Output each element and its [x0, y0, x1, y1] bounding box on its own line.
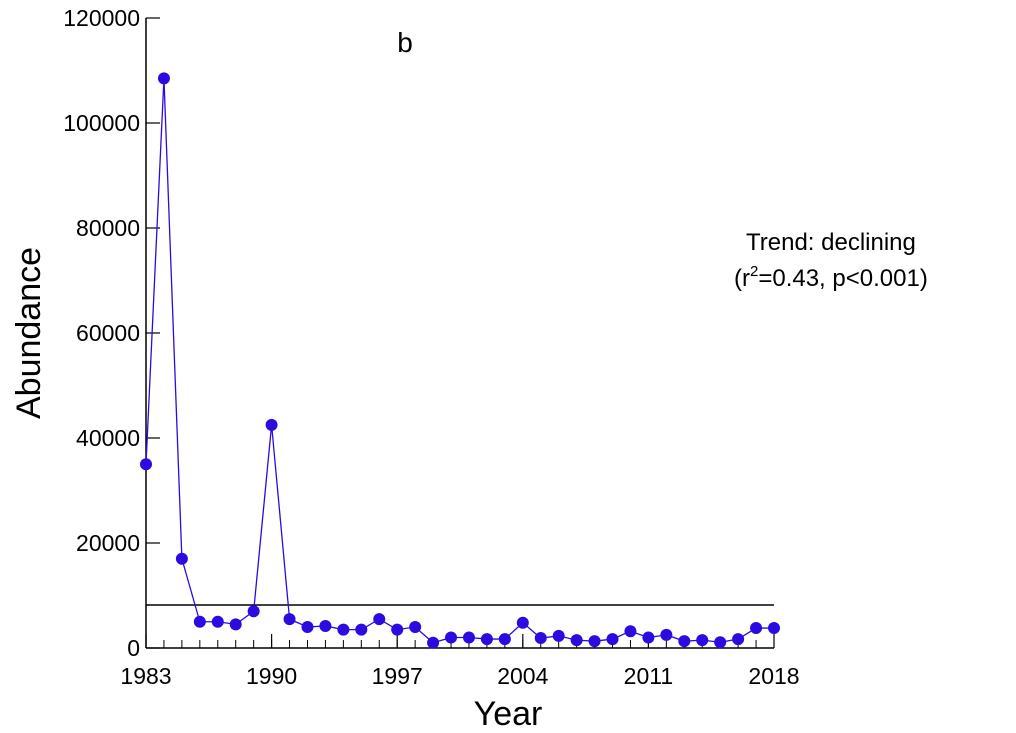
- data-point: [193, 615, 206, 628]
- x-tick-label: 2018: [748, 663, 799, 689]
- data-point: [247, 605, 260, 618]
- data-point: [373, 613, 386, 626]
- x-tick-label: 1997: [372, 663, 423, 689]
- data-point: [462, 631, 475, 644]
- data-point: [678, 635, 691, 648]
- annotation-part: (r: [734, 265, 750, 292]
- x-tick-label: 2004: [497, 663, 548, 689]
- data-point: [768, 622, 780, 635]
- y-tick-label: 100000: [63, 110, 140, 136]
- data-point: [445, 631, 458, 644]
- y-tick-label: 40000: [76, 425, 140, 451]
- data-point: [714, 636, 727, 649]
- annotation-stat: (r2=0.43, p<0.001): [734, 263, 928, 292]
- data-point: [265, 418, 278, 431]
- y-axis-title: Abundance: [10, 247, 48, 419]
- data-point: [534, 632, 547, 645]
- data-point: [301, 621, 314, 633]
- data-point: [319, 619, 332, 632]
- x-tick-label: 1990: [246, 663, 297, 689]
- data-point: [157, 72, 170, 85]
- y-tick-label: 20000: [76, 530, 140, 556]
- data-point: [175, 552, 188, 565]
- data-point: [283, 613, 296, 626]
- data-point: [211, 615, 224, 628]
- data-point: [588, 635, 601, 648]
- data-point: [750, 622, 763, 635]
- x-axis-title: Year: [474, 695, 543, 733]
- annotation-superscript: 2: [750, 263, 758, 280]
- data-point: [409, 621, 422, 633]
- data-point: [229, 618, 242, 631]
- y-tick-label: 0: [127, 635, 140, 661]
- y-tick-label: 120000: [63, 5, 140, 31]
- x-tick-label: 2011: [624, 663, 673, 689]
- annotation: Trend: declining: [746, 229, 916, 256]
- data-point: [642, 631, 655, 644]
- data-point: [660, 628, 673, 641]
- data-point: [570, 634, 583, 647]
- y-tick-label: 60000: [76, 320, 140, 346]
- data-point: [480, 633, 493, 646]
- data-point: [355, 623, 368, 636]
- data-point: [516, 616, 529, 629]
- data-point: [498, 633, 511, 646]
- data-point: [732, 633, 745, 646]
- chart-title: b: [397, 27, 413, 58]
- data-point: [391, 623, 404, 636]
- data-point: [552, 629, 565, 642]
- y-tick-label: 80000: [76, 215, 140, 241]
- data-point: [337, 623, 350, 636]
- data-point: [606, 633, 619, 646]
- series-line: [145, 78, 774, 644]
- data-point: [696, 634, 709, 647]
- data-point: [140, 458, 152, 471]
- x-tick-label: 1983: [120, 663, 171, 689]
- data-point: [624, 625, 637, 638]
- annotation-part: =0.43, p<0.001): [758, 265, 927, 292]
- data-point: [427, 636, 440, 649]
